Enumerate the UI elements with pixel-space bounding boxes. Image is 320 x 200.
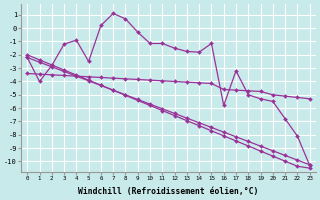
- X-axis label: Windchill (Refroidissement éolien,°C): Windchill (Refroidissement éolien,°C): [78, 187, 259, 196]
